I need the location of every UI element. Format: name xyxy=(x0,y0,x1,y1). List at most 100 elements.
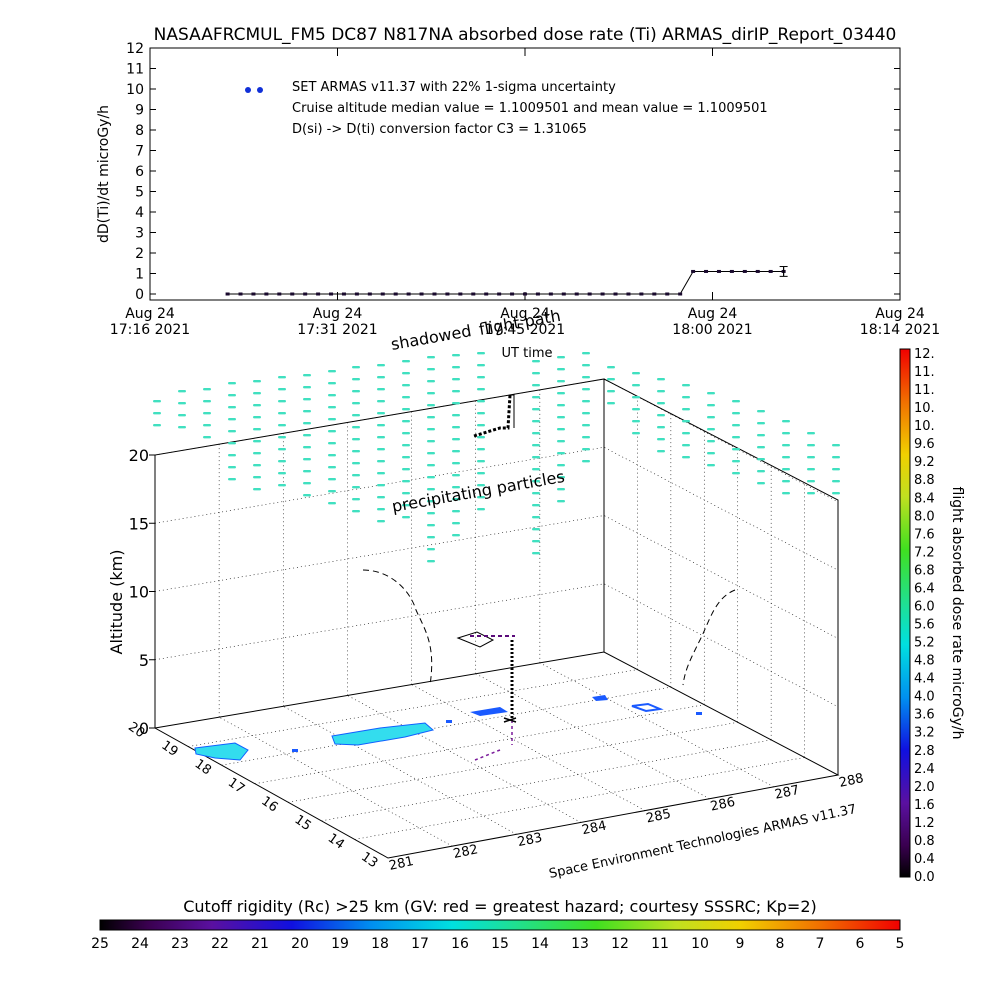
series-point xyxy=(704,269,709,273)
longitude-tick-label: 285 xyxy=(645,807,672,827)
particle xyxy=(228,406,236,409)
particle xyxy=(303,386,311,389)
particle xyxy=(557,356,565,359)
particle xyxy=(427,440,435,443)
floor-grid-line xyxy=(288,721,738,803)
particle xyxy=(807,492,815,495)
series-point xyxy=(755,269,760,273)
particle xyxy=(427,512,435,515)
series-point xyxy=(303,292,308,296)
rc-colorbar-title: Cutoff rigidity (Rc) >25 km (GV: red = g… xyxy=(183,897,817,916)
particle xyxy=(732,424,740,427)
particle xyxy=(807,468,815,471)
particle xyxy=(807,432,815,435)
particle xyxy=(402,456,410,459)
particle xyxy=(253,452,261,455)
particle xyxy=(582,400,590,403)
series-point xyxy=(380,292,385,296)
particle xyxy=(532,468,540,471)
rc-colorbar-tick: 25 xyxy=(91,936,109,952)
particle xyxy=(402,504,410,507)
shadow-curve xyxy=(682,589,736,686)
particle xyxy=(757,410,765,413)
particle xyxy=(632,384,640,387)
particle xyxy=(377,484,385,487)
particle xyxy=(352,378,360,381)
particle xyxy=(532,492,540,495)
particle xyxy=(707,464,715,467)
particle xyxy=(477,436,485,439)
rc-colorbar-tick: 15 xyxy=(491,936,509,952)
particle xyxy=(352,450,360,453)
particle xyxy=(402,444,410,447)
series-point xyxy=(510,292,515,296)
series-point xyxy=(626,292,631,296)
dose-colorbar-tick: 6.0 xyxy=(914,599,935,614)
particle xyxy=(452,354,460,357)
particle xyxy=(178,402,186,405)
dose-colorbar-tick: 11. xyxy=(914,383,935,398)
altitude-tick-label: 20 xyxy=(129,446,149,465)
series-point xyxy=(225,292,230,296)
dose-colorbar-tick: 3.6 xyxy=(914,708,935,723)
dose-colorbar-tick: 11. xyxy=(914,365,935,380)
particle xyxy=(582,460,590,463)
particle xyxy=(557,380,565,383)
particle xyxy=(807,456,815,459)
particle xyxy=(328,454,336,457)
particle xyxy=(303,410,311,413)
rc-colorbar-tick: 23 xyxy=(171,936,189,952)
altitude-tick-label: 10 xyxy=(129,583,149,602)
particle xyxy=(452,522,460,525)
dose-colorbar-tick: 0.4 xyxy=(914,852,935,867)
particle xyxy=(228,382,236,385)
series-point xyxy=(406,292,411,296)
particle xyxy=(153,424,161,427)
y-axis-label: dD(Ti)/dt microGy/h xyxy=(96,105,112,243)
particle xyxy=(732,448,740,451)
particle xyxy=(757,434,765,437)
rc-colorbar-tick: 19 xyxy=(331,936,349,952)
series-point xyxy=(329,292,334,296)
particle xyxy=(782,492,790,495)
particle xyxy=(582,352,590,355)
longitude-tick-label: 286 xyxy=(709,795,736,815)
flight-path-upper xyxy=(473,394,512,438)
altitude-tick-label: 15 xyxy=(129,514,149,533)
particle xyxy=(657,402,665,405)
particle xyxy=(707,392,715,395)
series-point xyxy=(548,292,553,296)
legend-marker-dot xyxy=(257,87,263,93)
particle xyxy=(178,390,186,393)
y-tick-label: 12 xyxy=(126,41,144,57)
rc-patch xyxy=(446,720,452,723)
particle xyxy=(477,400,485,403)
particle xyxy=(427,560,435,563)
particle xyxy=(532,420,540,423)
series-point xyxy=(471,292,476,296)
x-tick-label: Aug 24 xyxy=(313,306,363,322)
particle xyxy=(682,420,690,423)
particle xyxy=(532,480,540,483)
series-point xyxy=(574,292,579,296)
particle xyxy=(632,396,640,399)
y-tick-label: 8 xyxy=(135,123,144,139)
rc-colorbar-tick: 5 xyxy=(896,936,905,952)
particle xyxy=(427,404,435,407)
particle xyxy=(228,478,236,481)
particle xyxy=(278,400,286,403)
particle xyxy=(377,520,385,523)
particle xyxy=(452,450,460,453)
longitude-tick-label: 284 xyxy=(581,819,608,839)
particle xyxy=(477,472,485,475)
particle xyxy=(303,434,311,437)
chart-title: NASAAFRCMUL_FM5 DC87 N817NA absorbed dos… xyxy=(154,25,897,45)
particle xyxy=(427,476,435,479)
rc-colorbar-tick: 11 xyxy=(651,936,669,952)
particle xyxy=(582,376,590,379)
particle xyxy=(582,436,590,439)
particle xyxy=(377,496,385,499)
particle xyxy=(203,388,211,391)
particle xyxy=(582,412,590,415)
